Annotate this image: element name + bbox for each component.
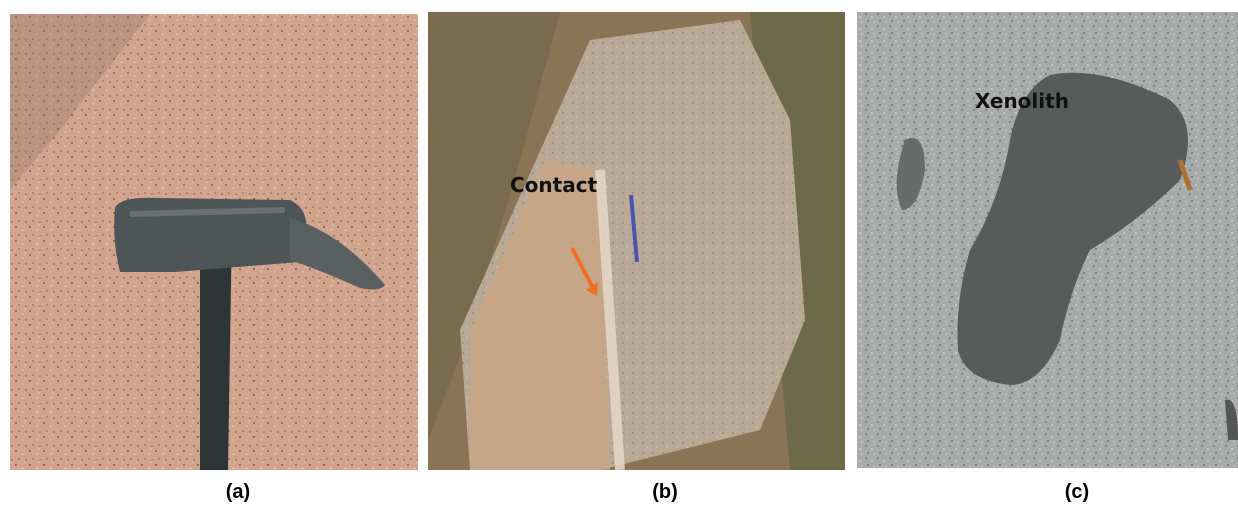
photo-c: Xenolith bbox=[857, 12, 1238, 468]
annotation: Xenolith bbox=[975, 89, 1069, 113]
caption: (b) bbox=[652, 481, 678, 503]
photo-a bbox=[10, 14, 418, 470]
caption: (c) bbox=[1065, 481, 1089, 503]
figure: Contact Xenolith (a) (b) (c) bbox=[0, 0, 1238, 506]
photo-b: Contact bbox=[428, 12, 845, 470]
caption: (a) bbox=[226, 481, 250, 503]
annotation: Contact bbox=[510, 173, 598, 197]
